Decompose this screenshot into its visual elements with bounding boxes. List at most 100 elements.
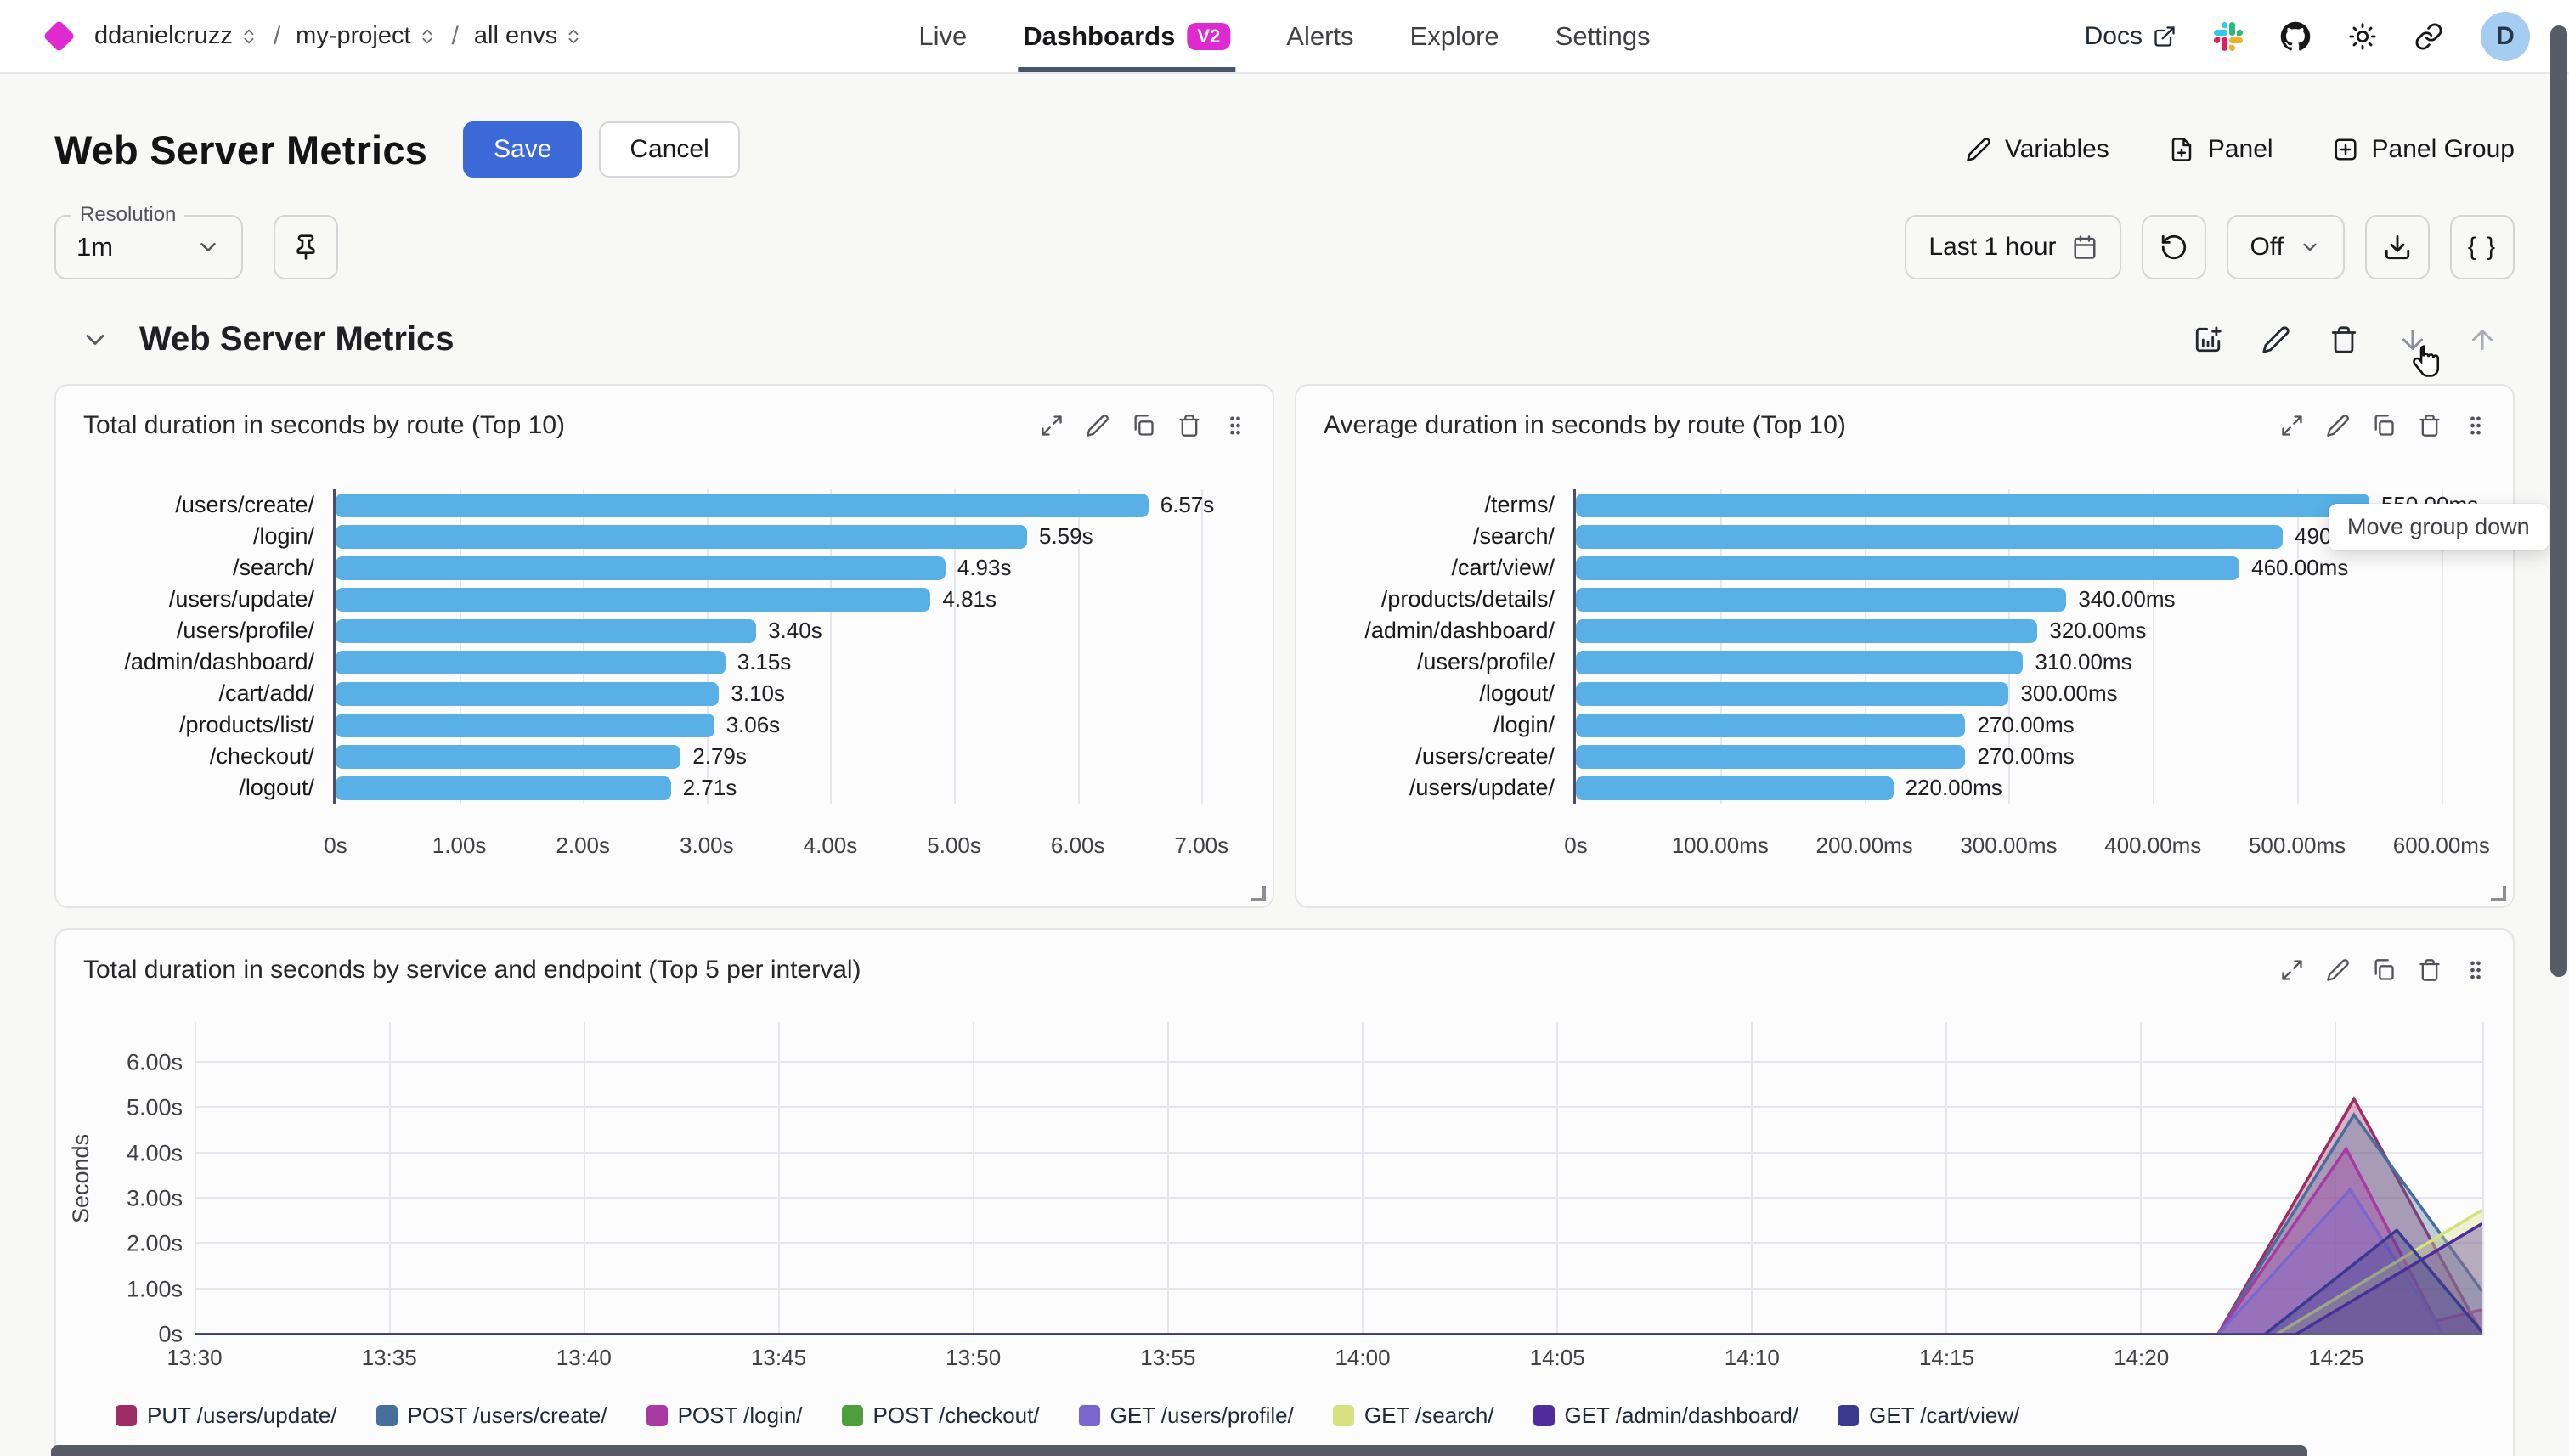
toolbar: Resolution 1m Last 1 hour Off <box>54 203 2549 550</box>
resize-handle[interactable] <box>2491 886 2506 901</box>
refresh-icon <box>2161 234 2186 260</box>
drag-handle-icon[interactable] <box>2464 958 2487 982</box>
legend-item[interactable]: GET /search/ <box>1332 1402 1494 1429</box>
legend-item[interactable]: POST /login/ <box>646 1402 803 1429</box>
pin-resolution-button[interactable] <box>274 215 338 279</box>
breadcrumb-item-ddanielcruzz[interactable]: ddanielcruzz <box>94 22 258 50</box>
avatar[interactable]: D <box>2481 11 2530 61</box>
legend-label: GET /users/profile/ <box>1109 1402 1294 1428</box>
horizontal-scrollbar[interactable] <box>51 1445 2307 1456</box>
delete-group-icon[interactable] <box>2329 325 2358 354</box>
panel-actions <box>2280 414 2487 437</box>
x-axis-tick: 4.00s <box>803 832 858 858</box>
save-button[interactable]: Save <box>463 121 583 178</box>
legend-item[interactable]: GET /users/profile/ <box>1078 1402 1294 1429</box>
edit-panel-icon[interactable] <box>2326 414 2350 437</box>
duplicate-panel-icon[interactable] <box>2372 958 2396 982</box>
x-axis-tick: 14:15 <box>1918 1345 1975 1370</box>
tab-label: Settings <box>1555 20 1651 51</box>
collapse-group-chevron-icon[interactable] <box>80 324 110 355</box>
copy-link-icon[interactable] <box>2414 22 2443 51</box>
legend-item[interactable]: GET /cart/view/ <box>1838 1402 2019 1429</box>
v-gridline <box>195 1022 196 1335</box>
gridline <box>583 489 585 804</box>
bar-row: 3.40s <box>336 615 1239 646</box>
gridline <box>1077 489 1080 804</box>
tab-live[interactable]: Live <box>918 0 967 72</box>
vertical-scrollbar[interactable] <box>2550 25 2567 977</box>
expand-panel-icon[interactable] <box>2280 414 2304 437</box>
refresh-button[interactable] <box>2141 215 2206 279</box>
variables-button[interactable]: Variables <box>1966 135 2109 164</box>
panel-header: Average duration in seconds by route (To… <box>1296 386 2513 452</box>
gridline <box>830 489 833 804</box>
duplicate-panel-icon[interactable] <box>1132 414 1155 437</box>
expand-panel-icon[interactable] <box>2280 958 2304 982</box>
x-axis-tick: 5.00s <box>927 832 981 858</box>
category-label: /search/ <box>1472 523 1555 549</box>
mouse-cursor-hand <box>2408 343 2445 381</box>
move-group-down-icon[interactable] <box>2397 324 2440 377</box>
drag-handle-icon[interactable] <box>2464 414 2487 437</box>
add-chart-icon[interactable] <box>2194 325 2222 354</box>
edit-panel-icon[interactable] <box>1086 414 1109 437</box>
add-panel-button[interactable]: Panel <box>2169 135 2273 164</box>
breadcrumb-separator: / <box>451 21 459 50</box>
legend-label: GET /admin/dashboard/ <box>1564 1402 1799 1428</box>
tab-settings[interactable]: Settings <box>1556 0 1651 72</box>
x-axis-tick: 400.00ms <box>2104 832 2202 858</box>
panel-header: Total duration in seconds by service and… <box>56 930 2513 996</box>
time-range-picker[interactable]: Last 1 hour <box>1905 215 2121 279</box>
download-button[interactable] <box>2365 215 2430 279</box>
slack-icon[interactable] <box>2214 21 2243 51</box>
move-group-up-icon[interactable] <box>2467 324 2498 355</box>
auto-refresh-select[interactable]: Off <box>2226 215 2345 279</box>
series-area-POST-users-create- <box>195 1115 2482 1335</box>
x-axis-tick: 600.00ms <box>2392 832 2490 858</box>
legend-label: POST /login/ <box>677 1402 803 1428</box>
breadcrumb-item-all-envs[interactable]: all envs <box>474 22 583 50</box>
y-axis-tick: 4.00s <box>126 1140 183 1166</box>
add-panel-group-button[interactable]: Panel Group <box>2333 135 2515 164</box>
resolution-select[interactable]: Resolution 1m <box>54 203 243 279</box>
bar-row: 4.93s <box>336 552 1239 584</box>
legend-label: GET /cart/view/ <box>1869 1402 2020 1428</box>
delete-panel-icon[interactable] <box>1177 414 1201 437</box>
series-line-GET-cart-view- <box>195 1230 2482 1335</box>
legend-item[interactable]: GET /admin/dashboard/ <box>1533 1402 1799 1429</box>
expand-panel-icon[interactable] <box>1040 414 1064 437</box>
docs-link[interactable]: Docs <box>2085 22 2177 51</box>
drag-handle-icon[interactable] <box>1223 414 1247 437</box>
bar <box>336 713 714 737</box>
category-label: /users/profile/ <box>176 618 314 643</box>
edit-panel-icon[interactable] <box>2326 958 2350 982</box>
tab-dashboards[interactable]: Dashboards V2 <box>1018 0 1236 72</box>
breadcrumb-item-my-project[interactable]: my-project <box>296 22 436 50</box>
x-axis-tick: 14:20 <box>2114 1345 2170 1370</box>
app-logo[interactable] <box>42 20 76 53</box>
delete-panel-icon[interactable] <box>2418 958 2442 982</box>
legend-item[interactable]: POST /users/create/ <box>375 1402 607 1429</box>
tab-explore[interactable]: Explore <box>1410 0 1499 72</box>
h-gridline <box>195 1287 2482 1290</box>
theme-sun-icon[interactable] <box>2348 22 2377 51</box>
edit-group-icon[interactable] <box>2261 325 2290 354</box>
bar <box>1576 650 2024 674</box>
delete-panel-icon[interactable] <box>2418 414 2442 437</box>
external-link-icon <box>2154 25 2175 47</box>
gridline <box>2008 489 2011 804</box>
legend-item[interactable]: PUT /users/update/ <box>116 1402 337 1429</box>
gridline <box>2441 489 2443 804</box>
resize-handle[interactable] <box>1251 886 1266 901</box>
duplicate-panel-icon[interactable] <box>2372 414 2396 437</box>
github-icon[interactable] <box>2280 21 2311 52</box>
v-gridline <box>1945 1022 1947 1335</box>
gridline <box>2297 489 2300 804</box>
legend-item[interactable]: POST /checkout/ <box>841 1402 1040 1429</box>
bar-row: 2.71s <box>336 772 1239 804</box>
bar <box>1576 776 1894 800</box>
download-icon <box>2385 234 2410 260</box>
json-edit-button[interactable]: { } <box>2450 215 2515 279</box>
tab-alerts[interactable]: Alerts <box>1286 0 1353 72</box>
cancel-button[interactable]: Cancel <box>599 121 740 178</box>
